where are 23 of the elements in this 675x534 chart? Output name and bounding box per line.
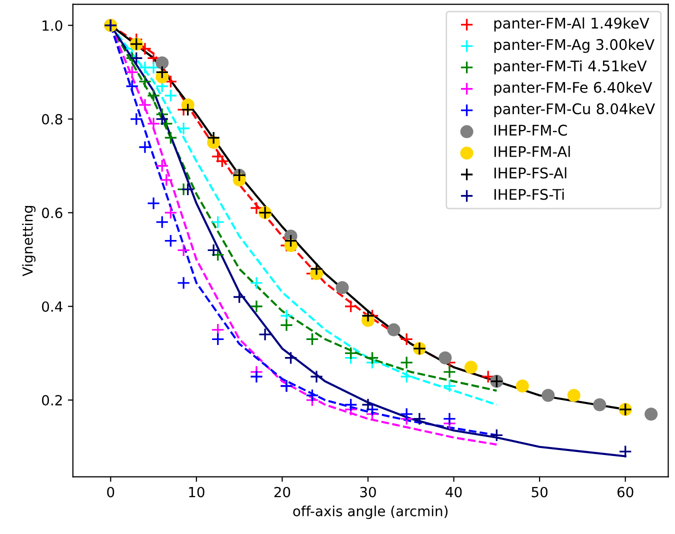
x-tick-label: 50 — [532, 486, 548, 498]
x-tick-label: 0 — [107, 486, 114, 498]
y-axis-title: Vignetting — [22, 206, 36, 276]
legend-label: panter-FM-Fe 6.40keV — [494, 82, 652, 96]
legend-label: IHEP-FS-Al — [494, 167, 566, 179]
legend-label: IHEP-FM-Al — [494, 146, 570, 157]
x-tick-label: 40 — [446, 486, 462, 498]
x-tick-label: 20 — [274, 486, 290, 498]
x-tick-label: 30 — [360, 486, 376, 498]
legend-label: IHEP-FS-Ti — [494, 188, 564, 200]
y-tick-label: 0.6 — [42, 208, 62, 218]
legend-label: panter-FM-Cu 8.04keV — [494, 103, 656, 118]
legend-label: panter-FM-Al 1.49keV — [494, 17, 650, 32]
x-tick-label: 60 — [617, 486, 634, 498]
x-tick-label: 10 — [189, 486, 204, 498]
legend-label: IHEP-FM-C — [494, 124, 567, 136]
legend-label: panter-FM-Ti 4.51keV — [494, 60, 647, 74]
x-axis-title: off-axis angle (arcmin) — [293, 506, 448, 520]
y-tick-label: 0.4 — [42, 301, 62, 312]
y-tick-label: 0.2 — [42, 395, 62, 406]
y-tick-label: 1.0 — [42, 20, 62, 31]
legend-label: panter-FM-Ag 3.00keV — [494, 38, 654, 53]
y-tick-label: 0.8 — [42, 114, 62, 124]
